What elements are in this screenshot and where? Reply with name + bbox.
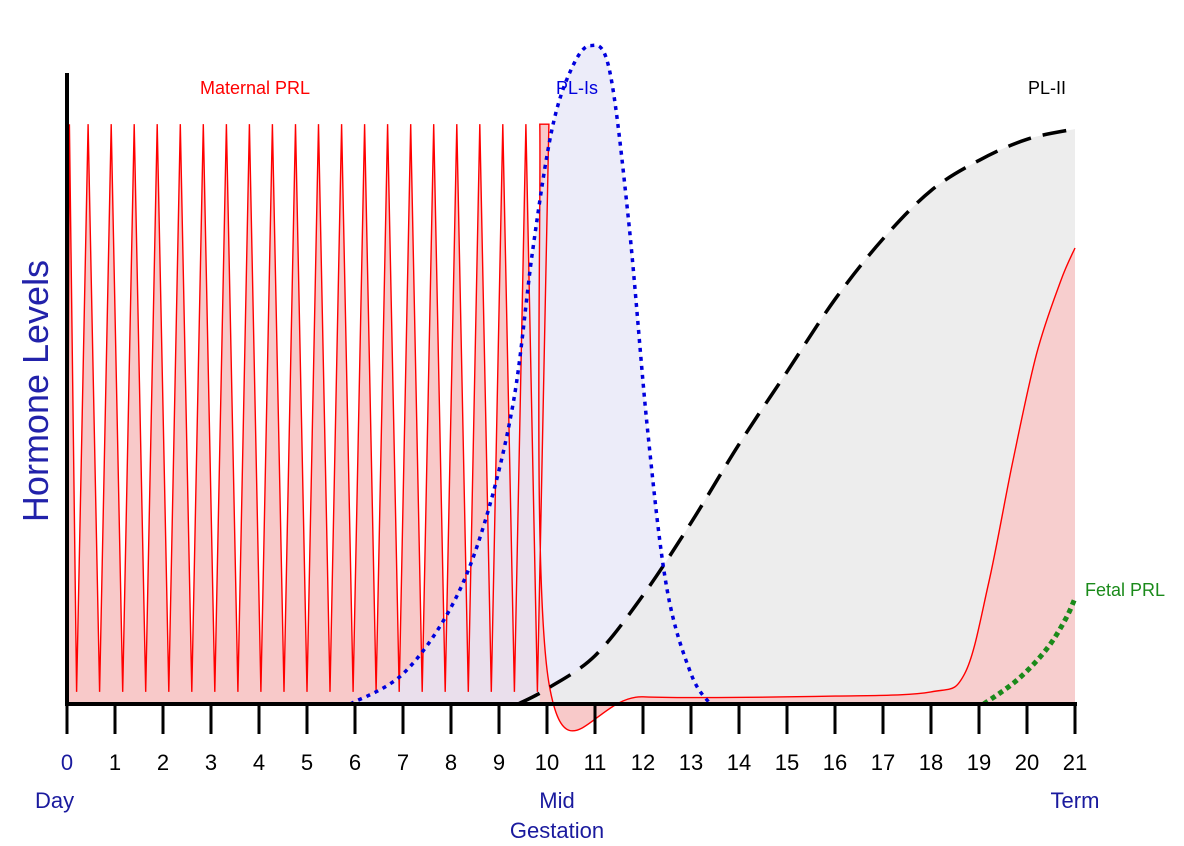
series-label: PL-Is	[556, 78, 598, 98]
axis-marker-label: Day	[35, 788, 74, 813]
x-tick-label: 5	[301, 750, 313, 775]
axis-marker-label: Gestation	[510, 818, 604, 843]
series-fills	[67, 45, 1075, 731]
x-tick-label: 1	[109, 750, 121, 775]
x-tick-label: 12	[631, 750, 655, 775]
x-tick-label: 19	[967, 750, 991, 775]
x-tick-label: 17	[871, 750, 895, 775]
x-tick-label: 6	[349, 750, 361, 775]
x-tick-label: 21	[1063, 750, 1087, 775]
x-tick-label: 8	[445, 750, 457, 775]
x-tick-label: 13	[679, 750, 703, 775]
x-tick-label: 4	[253, 750, 265, 775]
x-tick-label: 3	[205, 750, 217, 775]
axis-marker-label: Mid	[539, 788, 574, 813]
x-tick-label: 7	[397, 750, 409, 775]
axis-marker-label: Term	[1051, 788, 1100, 813]
x-tick-label: 18	[919, 750, 943, 775]
x-tick-label: 20	[1015, 750, 1039, 775]
x-tick-label: 2	[157, 750, 169, 775]
x-tick-label: 14	[727, 750, 751, 775]
x-tick-label: 11	[584, 750, 607, 775]
x-tick-label: 15	[775, 750, 799, 775]
series-label: PL-II	[1028, 78, 1066, 98]
series-label: Maternal PRL	[200, 78, 310, 98]
series-label: Fetal PRL	[1085, 580, 1165, 600]
x-tick-label: 0	[61, 750, 73, 775]
x-tick-label: 16	[823, 750, 847, 775]
x-tick-label: 9	[493, 750, 505, 775]
y-axis-label: Hormone Levels	[15, 260, 56, 522]
x-tick-label: 10	[535, 750, 559, 775]
